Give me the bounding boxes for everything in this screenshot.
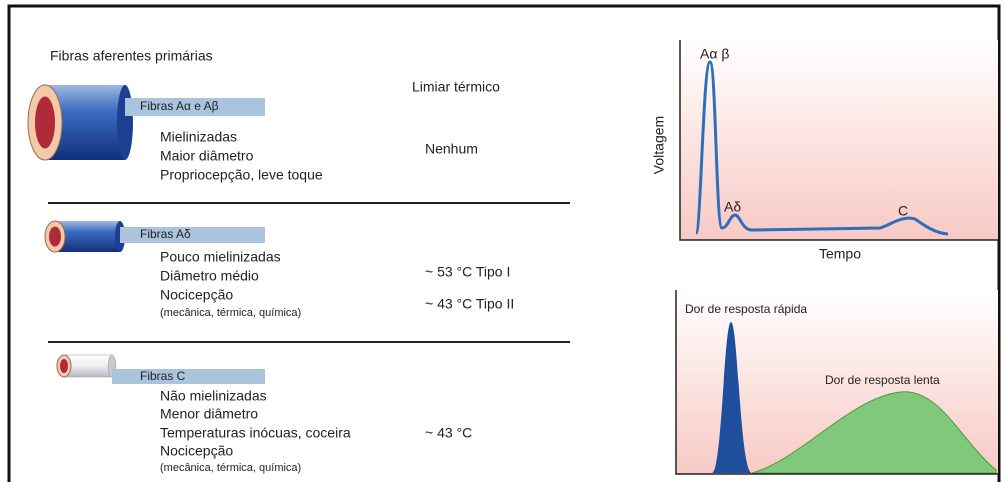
fiber-property: Mielinizadas (160, 129, 237, 145)
fiber-label-bar (112, 369, 265, 384)
fiber-icon (56, 354, 117, 378)
peak-label: Aδ (724, 199, 741, 215)
fiber-label-bar (125, 98, 265, 116)
fiber-threshold: Nenhum (425, 141, 478, 157)
curve-label: Dor de resposta lenta (825, 373, 940, 387)
curve-label: Dor de resposta rápida (685, 302, 807, 316)
fiber-note: (mecânica, térmica, química) (160, 307, 301, 319)
fiber-property: Nocicepção (160, 443, 233, 459)
slow-pain-curve (751, 391, 997, 474)
fiber-property: Maior diâmetro (160, 148, 254, 164)
fast-pain-curve (712, 322, 752, 473)
fiber-threshold: ~ 43 °C (425, 425, 472, 441)
fiber-label-bar (120, 227, 265, 243)
title: Fibras aferentes primárias (50, 48, 213, 64)
y-axis-label: Voltagem (651, 116, 667, 174)
fiber-property: Pouco mielinizadas (160, 249, 281, 265)
x-axis-label: Tempo (819, 246, 861, 262)
fiber-label: Fibras Aδ (140, 227, 191, 241)
fiber-threshold: ~ 53 °C Tipo I (425, 264, 510, 280)
fiber-label: Fibras Aα e Aβ (140, 99, 219, 113)
fiber-property: Propriocepção, leve toque (160, 167, 323, 183)
fiber-property: Nocicepção (160, 287, 233, 303)
fiber-note: (mecânica, térmica, química) (160, 462, 301, 474)
fiber-property: Menor diâmetro (160, 406, 258, 422)
fiber-property: Diâmetro médio (160, 268, 259, 284)
threshold-heading: Limiar térmico (412, 79, 500, 95)
fiber-property: Temperaturas inócuas, coceira (160, 425, 351, 441)
action-potential-curve (694, 60, 949, 236)
axes (679, 40, 998, 241)
fiber-label: Fibras C (140, 369, 186, 383)
axes (675, 290, 998, 475)
frame (7, 4, 1001, 482)
fiber-icon (44, 220, 125, 253)
peak-label: C (898, 203, 908, 219)
fiber-threshold: ~ 43 °C Tipo II (425, 296, 514, 312)
peak-label: Aα β (700, 46, 729, 62)
plot-background (680, 40, 998, 240)
fiber-property: Não mielinizadas (160, 388, 267, 404)
fiber-icon (27, 84, 133, 161)
